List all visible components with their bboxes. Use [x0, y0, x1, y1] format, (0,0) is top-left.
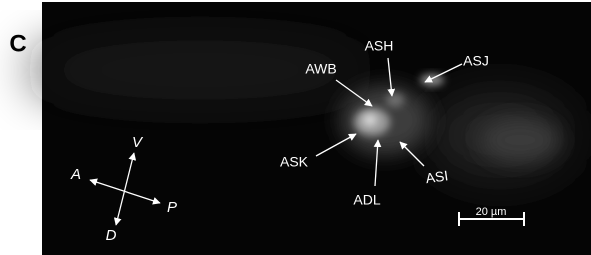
neuron-label: AWB — [305, 61, 336, 77]
compass-label: A — [70, 166, 81, 183]
panel-label: C — [9, 30, 26, 57]
compass-label: D — [106, 227, 117, 244]
neuron-label: ADL — [353, 192, 380, 208]
scale-bar-label: 20 µm — [476, 206, 507, 218]
figure-panel: C ASH ASJ AWB ASK ADL ASI A P V D 20 µm — [0, 0, 591, 255]
neuron-label: ASI — [425, 167, 450, 186]
neuron-label: ASJ — [463, 53, 489, 69]
neuron-label: ASH — [365, 38, 394, 54]
compass-label: P — [167, 199, 177, 216]
neuron-label: ASK — [280, 154, 309, 170]
